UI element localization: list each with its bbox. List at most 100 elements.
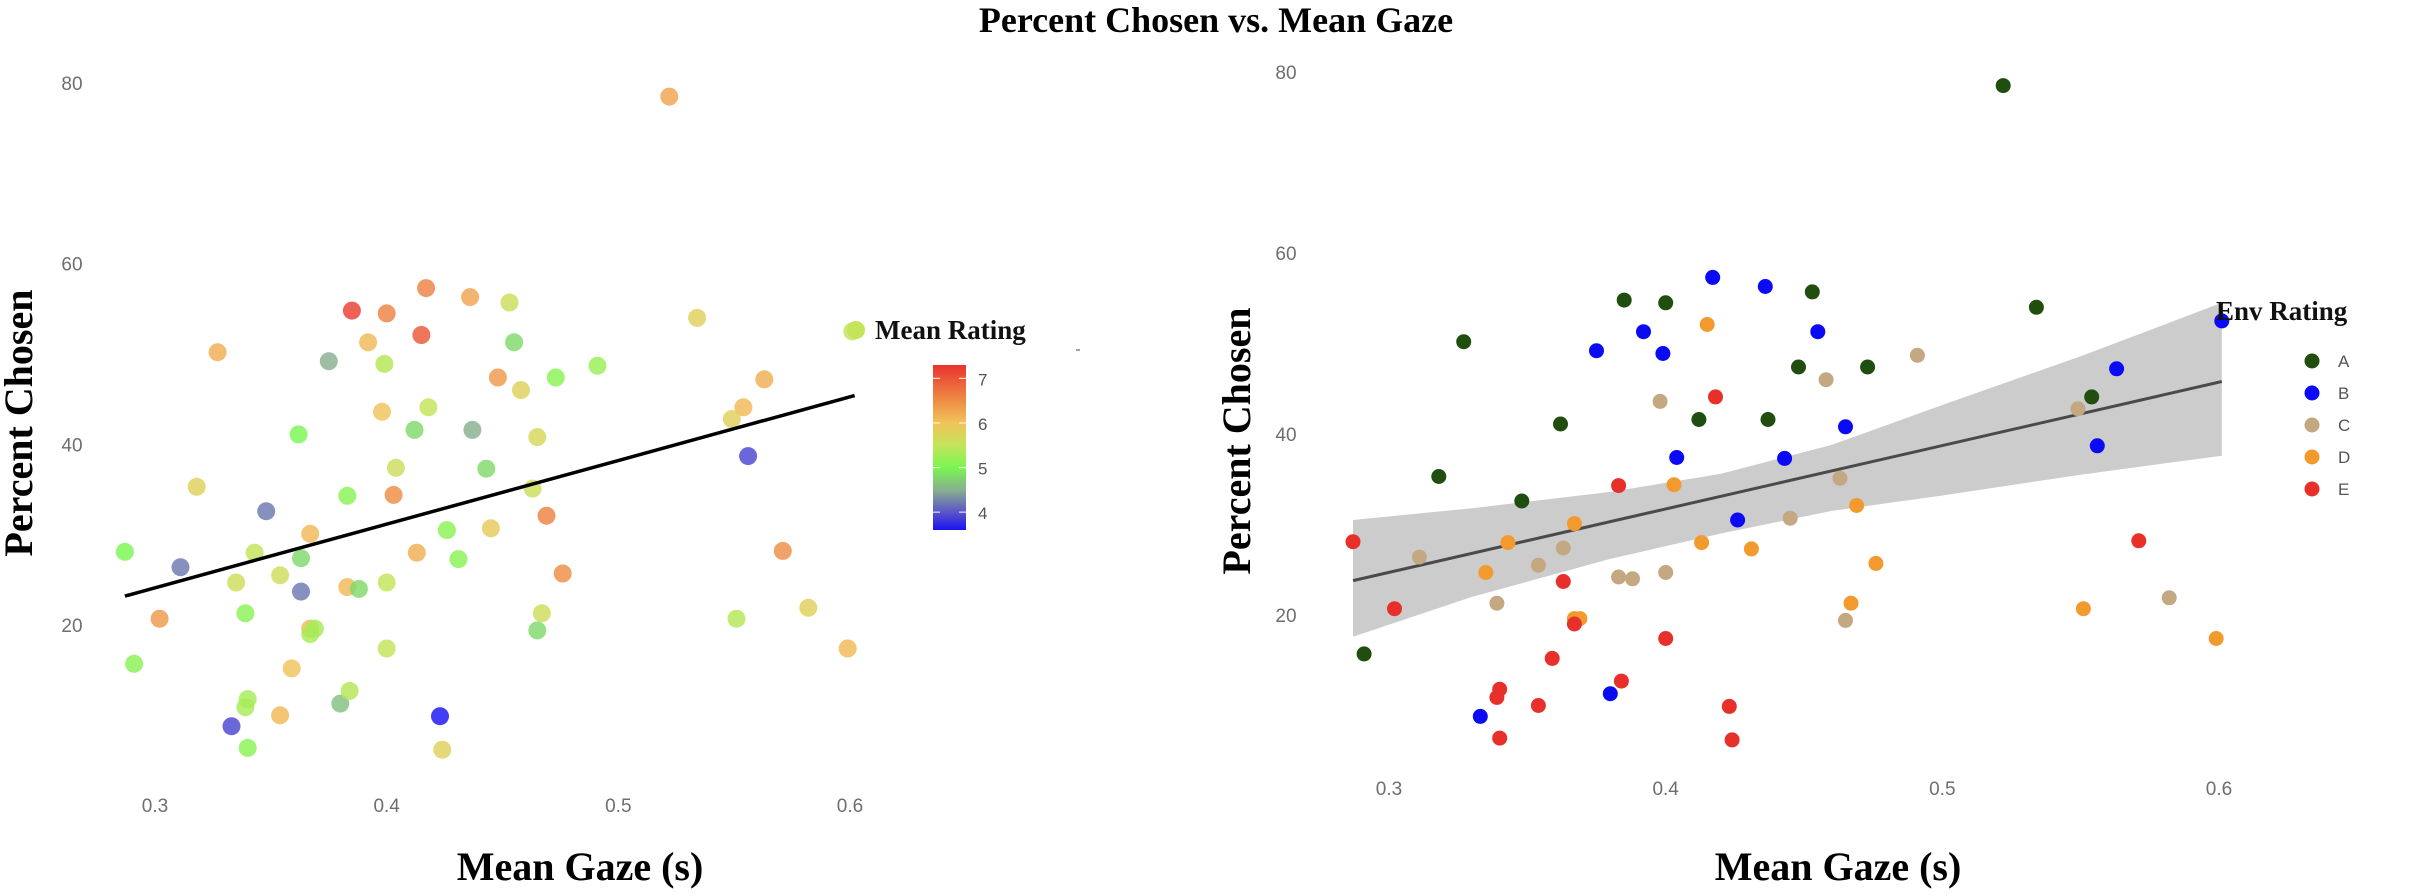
data-point [433,740,452,759]
data-point [1500,535,1516,551]
left-scatter-panel: 20 40 60 80 0.3 0.4 0.5 0.6 Mean Gaze (s) Perc… [0,74,1080,889]
x-tick-label: 0.4 [1652,779,1679,800]
data-point [546,368,565,387]
x-tick-label: 0.5 [1929,779,1955,800]
data-point [115,542,134,561]
data-point [282,659,301,678]
data-point [2109,361,2125,377]
data-point [1566,616,1582,632]
data-point [1658,631,1674,646]
data-point [449,550,468,569]
data-point [739,447,758,466]
data-point [461,288,480,307]
data-point [1995,78,2011,94]
data-point [773,541,792,560]
data-point [1611,569,1627,585]
left-x-axis-title: Mean Gaze (s) [457,844,704,889]
data-point [688,308,707,327]
legend-key-e [2304,481,2320,497]
right-y-ticks: 20 40 60 80 [1275,63,1296,627]
right-scatter-panel: 20 40 60 80 0.3 0.4 0.5 0.6 Mean Gaze (s) Perc… [1214,63,2350,889]
data-point [1514,493,1530,509]
data-point [1625,571,1640,587]
data-point [488,368,507,387]
data-point [384,485,403,504]
data-point [125,654,144,673]
data-point [537,506,556,525]
y-tick-label: 40 [1275,425,1296,446]
data-point [1699,317,1715,332]
data-point [292,582,310,601]
data-point [271,566,290,585]
legend-key-d [2304,449,2320,465]
data-point [386,458,405,477]
data-point [1553,416,1568,432]
y-tick-label: 60 [1275,244,1296,265]
y-tick-label: 40 [61,435,82,456]
data-point [1658,565,1674,580]
data-point [553,564,572,583]
data-point [1555,540,1571,556]
data-point [2089,438,2105,454]
data-point [1705,269,1721,285]
data-point [1489,689,1505,705]
data-point [1757,279,1773,294]
legend-label-c: C [2338,416,2350,435]
data-point [1810,324,1826,340]
data-point [319,352,338,371]
data-point [359,333,378,352]
data-point [377,573,396,592]
data-point [238,738,257,757]
data-point [338,486,357,505]
data-point [1492,730,1508,746]
figure-title: Percent Chosen vs. Mean Gaze [979,0,1453,40]
data-point [171,558,190,577]
legend-key-dot [847,321,865,339]
data-point [1431,469,1447,484]
left-fit-line-group [124,393,856,598]
data-point [1791,359,1806,375]
left-y-ticks: 20 40 60 80 [61,74,82,637]
data-point [528,621,547,640]
data-point [1743,541,1759,557]
left-legend: Mean Rating 4 5 6 7 [847,315,1080,530]
data-point [1530,698,1546,713]
data-point [377,639,396,658]
colorbar [933,365,966,530]
right-confidence-band-group [1353,302,2222,637]
right-fit-line-group [1352,380,2223,583]
left-x-ticks: 0.3 0.4 0.5 0.6 [142,796,863,817]
data-point [1530,557,1546,573]
data-point [755,370,774,389]
data-point [407,543,426,562]
data-point [412,326,431,344]
right-x-axis-title: Mean Gaze (s) [1715,844,1962,889]
regression-line [1352,380,2223,583]
data-point [588,356,607,375]
data-point [1804,284,1820,300]
data-point [532,604,551,623]
data-point [150,609,169,628]
data-point [1838,419,1853,435]
data-point [838,639,857,658]
data-point [1818,372,1834,388]
data-point [1669,450,1685,465]
left-points-group [115,87,862,759]
y-tick-label: 80 [1275,63,1296,84]
data-point [417,279,436,298]
x-tick-label: 0.6 [2206,779,2232,800]
data-point [1411,549,1427,565]
data-point [2028,299,2044,315]
legend-key-b [2304,385,2320,401]
data-point [1356,646,1372,662]
data-point [1652,393,1668,409]
data-point [1555,574,1571,589]
data-point [342,301,361,320]
data-point [1860,359,1876,375]
data-point [419,398,438,417]
data-point [1721,698,1737,714]
y-tick-label: 80 [61,74,82,95]
data-point [301,625,320,643]
data-point [340,681,359,700]
